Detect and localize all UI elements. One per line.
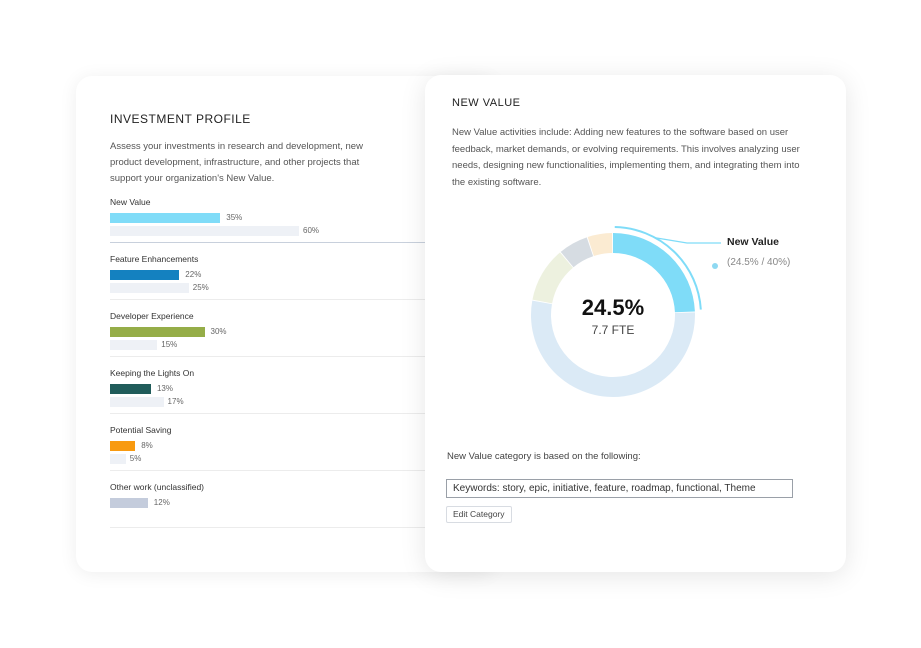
new-value-title: NEW VALUE <box>452 97 521 109</box>
target-value: 15% <box>161 340 178 349</box>
actual-value: 8% <box>141 441 153 450</box>
category-row[interactable]: New Value 35% 60% <box>110 196 425 237</box>
category-label: Potential Saving <box>110 425 172 435</box>
donut-segment[interactable] <box>531 300 695 397</box>
category-label: Other work (unclassified) <box>110 482 205 492</box>
category-row[interactable]: Other work (unclassified) 12% <box>110 481 425 509</box>
new-value-description: New Value activities include: Adding new… <box>452 127 800 188</box>
target-value: 5% <box>129 454 142 463</box>
category-row[interactable]: Developer Experience 30% 15% <box>110 310 425 351</box>
target-bar <box>110 283 189 293</box>
investment-profile-description: Assess your investments in research and … <box>110 141 363 184</box>
donut-segment[interactable] <box>532 252 573 304</box>
target-bar <box>110 226 299 236</box>
donut-center-label: 24.5% 7.7 FTE <box>563 295 663 337</box>
callout-values: (24.5% / 40%) <box>727 257 791 268</box>
category-row[interactable]: Potential Saving 8% 5% <box>110 424 425 465</box>
donut-center-fte: 7.7 FTE <box>591 323 635 337</box>
category-row[interactable]: Feature Enhancements 22% 25% <box>110 253 425 294</box>
actual-value: 30% <box>210 327 227 336</box>
donut-highlight-arc <box>614 226 702 310</box>
actual-bar <box>110 327 205 337</box>
actual-value: 12% <box>153 498 170 507</box>
actual-bar <box>110 270 180 280</box>
actual-value: 22% <box>185 270 202 279</box>
category-row[interactable]: Keeping the Lights On 13% 17% <box>110 367 425 408</box>
category-divider <box>110 470 425 471</box>
target-value: 17% <box>167 397 184 406</box>
target-value: 60% <box>303 226 320 235</box>
donut-center-value: 24.5% <box>581 295 645 320</box>
category-divider <box>110 413 425 414</box>
actual-bar <box>110 498 148 508</box>
callout-category-name: New Value <box>727 236 779 248</box>
target-bar <box>110 397 164 407</box>
donut-segment[interactable] <box>560 237 594 268</box>
edit-category-button[interactable]: Edit Category <box>446 506 512 523</box>
target-value: 25% <box>192 283 209 292</box>
donut-segment[interactable] <box>613 233 695 313</box>
target-bar <box>110 340 158 350</box>
category-divider <box>110 356 425 357</box>
actual-bar <box>110 213 221 223</box>
actual-bar <box>110 384 151 394</box>
category-label: New Value <box>110 197 151 207</box>
category-label: Keeping the Lights On <box>110 368 195 378</box>
actual-value: 13% <box>156 384 173 393</box>
keywords-field[interactable]: Keywords: story, epic, initiative, featu… <box>446 479 793 498</box>
new-value-card: NEW VALUE New Value activities include: … <box>425 75 846 572</box>
target-bar <box>110 454 126 464</box>
donut-chart <box>531 226 721 397</box>
category-divider <box>110 242 425 243</box>
category-divider <box>110 527 425 528</box>
callout-leader-line <box>655 237 721 244</box>
actual-value: 35% <box>226 213 243 222</box>
category-divider <box>110 299 425 300</box>
actual-bar <box>110 441 136 451</box>
donut-segment[interactable] <box>587 233 613 257</box>
callout-legend-dot <box>712 263 718 269</box>
investment-profile-title: INVESTMENT PROFILE <box>110 112 251 126</box>
category-label: Feature Enhancements <box>110 254 199 264</box>
category-label: Developer Experience <box>110 311 194 321</box>
based-on-label: New Value category is based on the follo… <box>447 451 641 462</box>
